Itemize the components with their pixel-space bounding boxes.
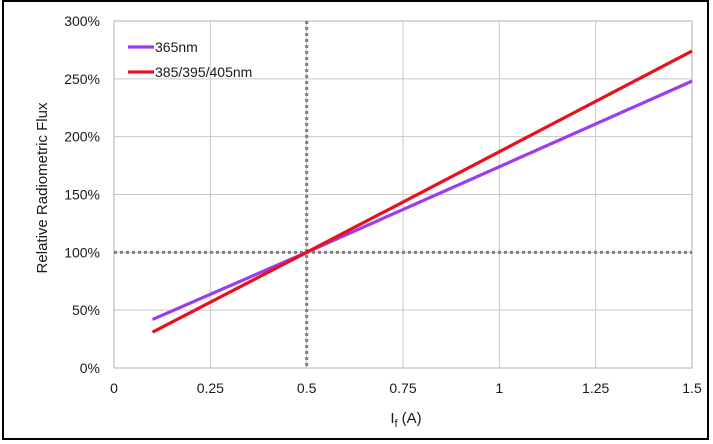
y-tick-label: 150% bbox=[64, 187, 100, 203]
x-tick-label: 0.25 bbox=[197, 380, 224, 396]
x-tick-label: 1 bbox=[495, 380, 503, 396]
legend-label: 385/395/405nm bbox=[155, 64, 252, 80]
legend-item-1: 385/395/405nm bbox=[128, 64, 252, 80]
y-axis-title: Relative Radiometric Flux bbox=[34, 102, 51, 273]
series-line-0 bbox=[151, 79, 693, 321]
x-tick-label: 0.5 bbox=[297, 380, 317, 396]
series-line-1 bbox=[151, 49, 693, 334]
tick-labels: 0% 50% 100% 150% 200% 250% 300% 0 0.25 0.5 0.75 1 1.… bbox=[64, 13, 702, 396]
reference-lines bbox=[114, 21, 692, 368]
x-axis-title-unit: (A) bbox=[402, 410, 422, 427]
legend-label: 365nm bbox=[155, 39, 198, 55]
y-tick-label: 250% bbox=[64, 71, 100, 87]
plot-area-border bbox=[113, 20, 693, 369]
x-axis-title: If (A) bbox=[390, 410, 421, 430]
x-tick-label: 1.5 bbox=[682, 380, 702, 396]
x-axis-title-main: I bbox=[390, 410, 394, 427]
x-tick-label: 1.25 bbox=[582, 380, 609, 396]
y-tick-label: 50% bbox=[72, 302, 100, 318]
x-tick-label: 0 bbox=[110, 380, 118, 396]
y-tick-label: 300% bbox=[64, 13, 100, 29]
x-axis-title-subscript: f bbox=[395, 418, 399, 430]
x-tick-label: 0.75 bbox=[389, 380, 416, 396]
line-chart: 0% 50% 100% 150% 200% 250% 300% 0 0.25 0.5 0.75 1 1.… bbox=[34, 13, 702, 430]
legend-item-0: 365nm bbox=[128, 39, 198, 55]
grid-lines bbox=[113, 20, 693, 369]
y-tick-label: 100% bbox=[64, 244, 100, 260]
y-tick-label: 200% bbox=[64, 129, 100, 145]
series-lines bbox=[151, 49, 693, 334]
y-tick-label: 0% bbox=[80, 360, 100, 376]
legend: 365nm 385/395/405nm bbox=[128, 39, 252, 80]
